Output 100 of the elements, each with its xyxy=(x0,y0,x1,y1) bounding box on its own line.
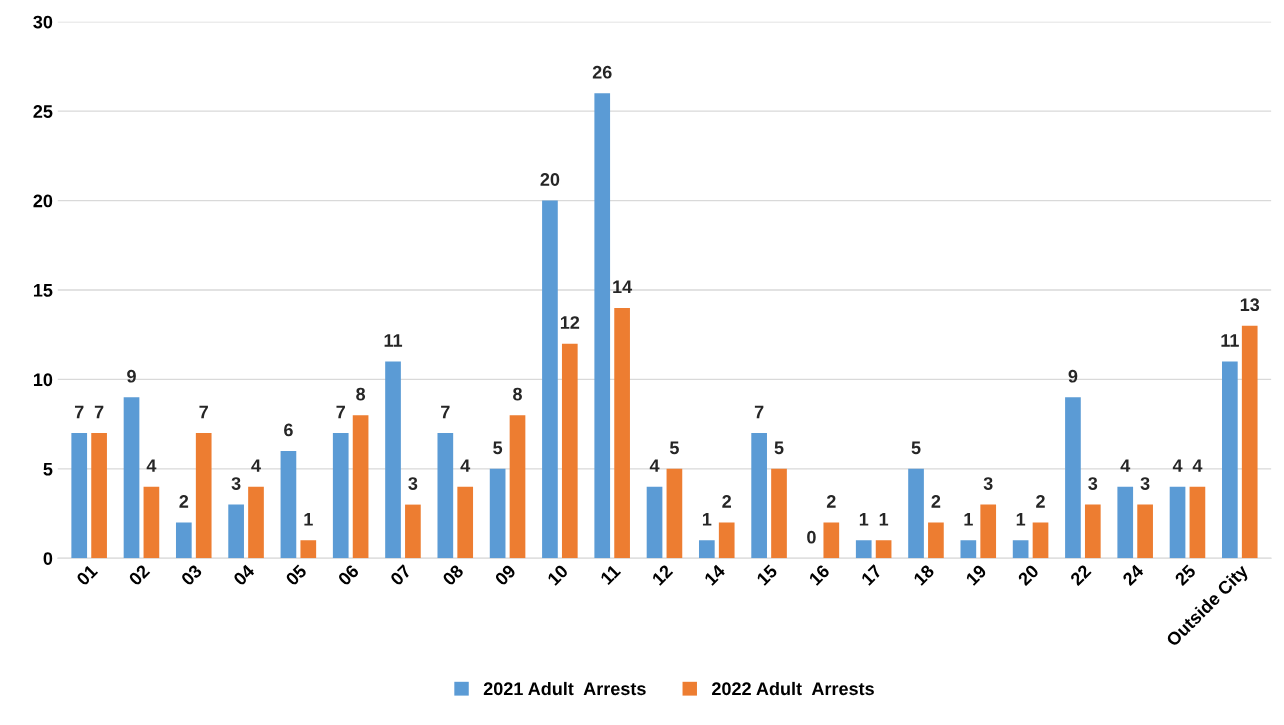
data-label: 5 xyxy=(911,441,921,455)
x-tick-label: 17 xyxy=(860,564,883,586)
x-tick-label: 15 xyxy=(756,563,779,586)
x-tick-label: 10 xyxy=(546,563,569,586)
y-tick-label: 10 xyxy=(33,373,53,387)
x-tick-label: 24 xyxy=(1121,563,1145,587)
data-label: 3 xyxy=(408,477,418,490)
data-label: 3 xyxy=(231,477,241,490)
y-tick-label: 20 xyxy=(33,194,53,208)
bar xyxy=(928,522,944,559)
bar xyxy=(908,468,924,559)
x-tick-label: 18 xyxy=(912,563,935,586)
bar xyxy=(228,504,244,559)
x-tick-label: 08 xyxy=(441,563,465,587)
data-label: 2 xyxy=(179,495,189,508)
data-label: 1 xyxy=(859,513,869,526)
data-label: 3 xyxy=(1088,477,1098,490)
y-tick-label: 0 xyxy=(43,552,53,565)
bar xyxy=(489,468,506,559)
data-label: 26 xyxy=(592,65,612,79)
data-label: 1 xyxy=(702,513,712,526)
data-label: 9 xyxy=(127,369,136,383)
data-label: 7 xyxy=(754,405,764,419)
x-tick-label: 12 xyxy=(651,563,674,586)
data-label: 7 xyxy=(94,405,104,419)
bar xyxy=(175,522,192,559)
data-label: 4 xyxy=(649,459,660,472)
data-label: 12 xyxy=(560,316,580,329)
data-label: 4 xyxy=(1192,459,1203,472)
data-label: 1 xyxy=(879,513,889,526)
x-tick-label: 20 xyxy=(1017,563,1040,587)
x-tick-label: 25 xyxy=(1174,563,1197,587)
data-label: 11 xyxy=(384,334,403,347)
data-label: 9 xyxy=(1068,369,1078,383)
data-label: 2 xyxy=(826,495,836,508)
bar xyxy=(1222,361,1238,559)
data-label: 3 xyxy=(1140,477,1150,490)
data-label: 5 xyxy=(774,441,784,455)
y-tick-label: 15 xyxy=(33,284,53,297)
x-tick-label: 06 xyxy=(337,563,360,587)
x-tick-label: 03 xyxy=(180,563,203,587)
bar xyxy=(698,540,715,559)
x-tick-label: 09 xyxy=(494,563,517,587)
bar xyxy=(195,433,212,559)
bar xyxy=(771,468,787,559)
legend-label: 2022 Adult Arrests xyxy=(712,681,874,696)
bar xyxy=(143,486,160,559)
data-label: 20 xyxy=(540,173,560,186)
y-tick-label: 5 xyxy=(43,462,53,476)
data-label: 13 xyxy=(1240,298,1260,312)
bar xyxy=(332,433,349,559)
bar xyxy=(1012,540,1029,559)
bar xyxy=(123,397,140,559)
x-tick-label: 11 xyxy=(599,563,622,586)
x-tick-label: 02 xyxy=(128,563,151,587)
bar xyxy=(1189,486,1206,559)
bar xyxy=(509,415,526,559)
data-label: 0 xyxy=(807,530,816,544)
data-label: 5 xyxy=(669,441,679,455)
bar xyxy=(594,93,611,559)
x-tick-label: 19 xyxy=(965,563,988,586)
bar xyxy=(646,486,663,559)
y-tick-label: 30 xyxy=(33,15,53,29)
bar xyxy=(300,540,317,559)
x-tick-label: 05 xyxy=(285,563,308,587)
data-label: 14 xyxy=(613,280,633,294)
data-label: 7 xyxy=(336,405,345,419)
bar xyxy=(1065,397,1081,559)
x-tick-label: 07 xyxy=(389,564,412,587)
x-tick-label: 14 xyxy=(703,563,726,586)
bar xyxy=(91,433,107,559)
x-tick-label: 16 xyxy=(808,563,831,586)
bar xyxy=(542,200,558,559)
bar xyxy=(666,468,683,559)
bar xyxy=(823,522,840,559)
bar xyxy=(1137,504,1153,559)
data-label: 7 xyxy=(441,405,450,419)
data-label: 2 xyxy=(931,495,941,508)
data-label: 7 xyxy=(74,405,84,419)
data-label: 1 xyxy=(1016,513,1026,526)
bar xyxy=(457,486,474,559)
bar xyxy=(960,540,977,559)
data-label: 1 xyxy=(964,513,973,526)
x-tick-label: 22 xyxy=(1069,563,1092,587)
bar xyxy=(1032,522,1049,559)
legend-label: 2021 Adult Arrests xyxy=(483,681,646,696)
data-label: 2 xyxy=(1036,495,1045,508)
data-label: 8 xyxy=(513,387,522,401)
bar xyxy=(385,361,401,559)
bar xyxy=(248,486,264,559)
data-label: 4 xyxy=(251,459,261,472)
data-label: 8 xyxy=(356,387,366,401)
data-label: 6 xyxy=(284,423,293,437)
x-tick-label: 01 xyxy=(75,563,99,587)
bar xyxy=(855,540,872,559)
data-label: 4 xyxy=(1172,459,1183,472)
data-label: 7 xyxy=(199,405,208,419)
bar xyxy=(614,307,630,559)
bar xyxy=(71,433,88,559)
data-label: 5 xyxy=(493,441,503,455)
